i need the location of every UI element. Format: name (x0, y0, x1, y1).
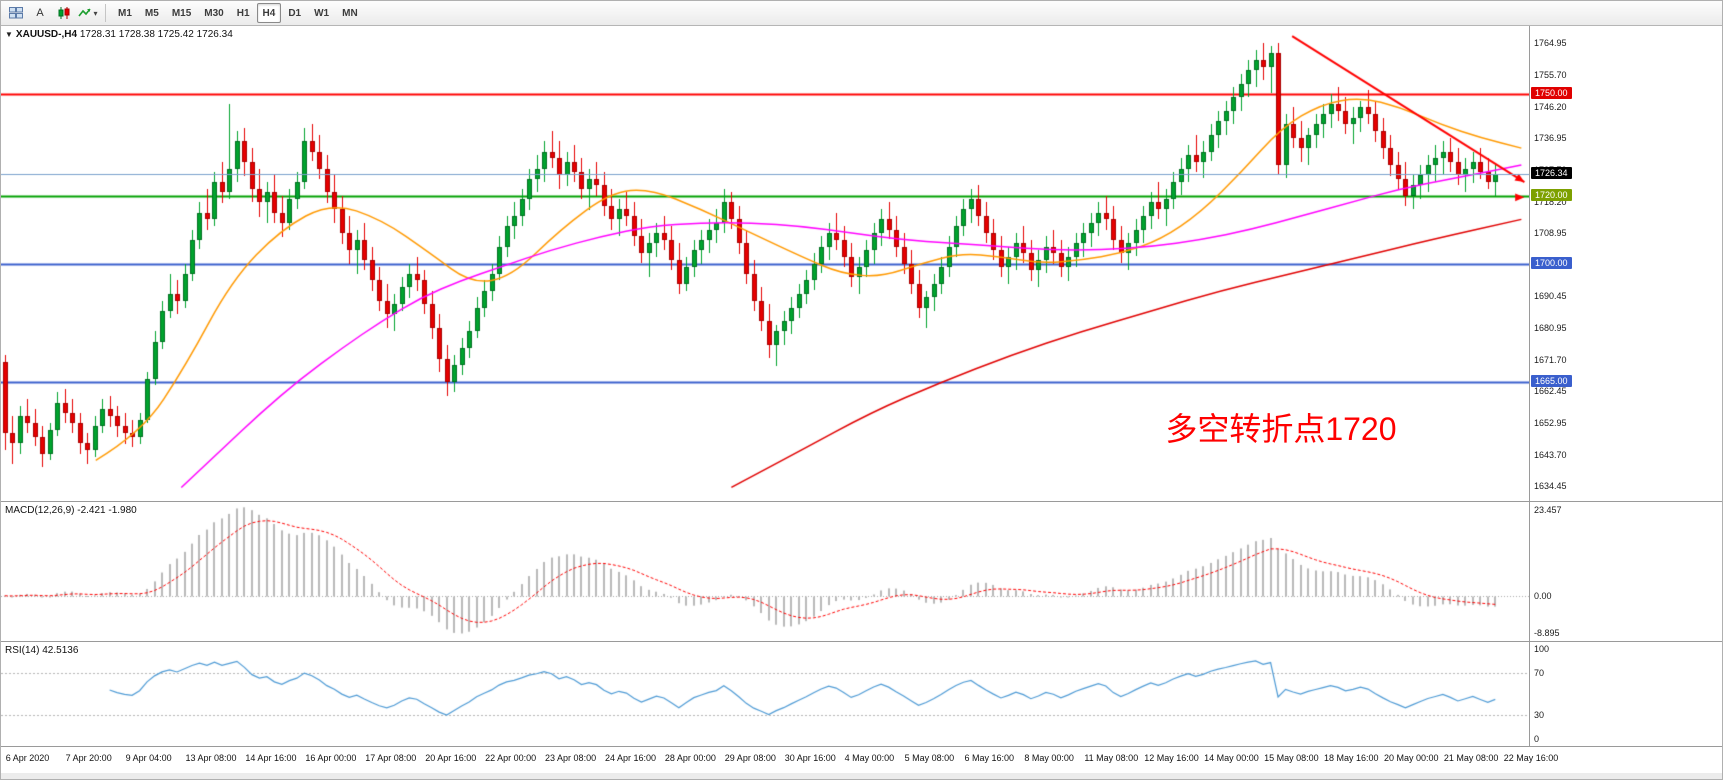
time-axis-label: 5 May 08:00 (904, 753, 955, 763)
timeframe-w1[interactable]: W1 (314, 7, 330, 19)
price-tick: 1755.70 (1534, 69, 1567, 80)
macd-scale[interactable]: 23.457 0.00 -8.895 (1529, 502, 1722, 641)
rsi-canvas[interactable] (1, 642, 1529, 746)
macd-scale-tick: -8.895 (1534, 628, 1560, 638)
symbol-name: XAUUSD-,H4 (15, 29, 78, 40)
timeframe-mn[interactable]: MN (342, 7, 358, 19)
price-tick: 1736.95 (1534, 133, 1567, 144)
time-axis-label: 22 Apr 00:00 (485, 753, 537, 763)
ohlc-values: 1728.31 1728.38 1725.42 1726.34 (79, 29, 233, 40)
price-badge: 1665.00 (1531, 375, 1572, 388)
timeframe-h1[interactable]: H1 (236, 7, 250, 19)
rsi-scale-tick: 30 (1534, 709, 1545, 720)
time-axis-label: 18 May 16:00 (1324, 753, 1379, 763)
price-tick: 1746.20 (1534, 101, 1567, 112)
macd-canvas[interactable] (1, 502, 1529, 641)
dropdown-caret-icon: ▾ (93, 8, 98, 18)
time-axis-label: 14 Apr 16:00 (245, 753, 297, 763)
macd-panel: MACD(12,26,9) -2.421 -1.980 23.457 0.00 -8… (1, 501, 1722, 641)
price-scale[interactable]: 1764.951755.701746.201736.951727.701718.… (1529, 26, 1722, 501)
time-axis-label: 28 Apr 00:00 (664, 753, 716, 763)
time-axis-label: 20 May 00:00 (1383, 753, 1439, 763)
time-axis-label: 15 May 08:00 (1264, 753, 1319, 763)
time-axis-label: 6 May 16:00 (964, 753, 1015, 763)
time-axis-label: 4 May 00:00 (844, 753, 895, 763)
price-tick: 1764.95 (1534, 38, 1567, 49)
text-tool-label: A (36, 7, 44, 19)
rsi-scale-tick: 100 (1534, 644, 1550, 654)
time-axis-label: 8 May 00:00 (1024, 753, 1074, 763)
price-tick: 1652.95 (1534, 418, 1567, 429)
arrows-icon (78, 7, 92, 20)
toolbar-separator (105, 4, 106, 22)
time-axis-label: 16 Apr 00:00 (305, 753, 357, 763)
candlestick-icon (57, 6, 71, 20)
macd-scale-tick: 0.00 (1534, 590, 1552, 601)
time-axis-label: 11 May 08:00 (1084, 753, 1139, 763)
price-tick: 1690.45 (1534, 290, 1567, 301)
price-tick: 1662.45 (1534, 385, 1567, 396)
macd-label: MACD(12,26,9) -2.421 -1.980 (5, 505, 137, 516)
time-axis-label: 12 May 16:00 (1144, 753, 1199, 763)
time-axis[interactable]: 6 Apr 2020 7 Apr 20:00 9 Apr 04:00 13 Apr 0… (1, 746, 1722, 773)
price-tick: 1718.20 (1534, 196, 1567, 207)
timeframe-h4[interactable]: H4 (256, 3, 282, 23)
time-axis-label: 23 Apr 08:00 (545, 753, 597, 763)
time-axis-label: 30 Apr 16:00 (784, 753, 836, 763)
chart-type-button[interactable] (53, 3, 75, 23)
time-axis-label: 21 May 08:00 (1443, 753, 1499, 763)
time-axis-label: 17 Apr 08:00 (365, 753, 417, 763)
macd-scale-tick: 23.457 (1534, 505, 1562, 515)
time-axis-label: 13 Apr 08:00 (185, 753, 237, 763)
timeframe-group: M1 M5 M15 M30 H1 H4 D1 W1 MN (112, 3, 364, 23)
timeframe-m15[interactable]: M15 (171, 7, 192, 19)
time-axis-label: 29 Apr 08:00 (724, 753, 776, 763)
price-badge: 1700.00 (1531, 256, 1572, 269)
price-tick: 1680.95 (1534, 323, 1567, 334)
rsi-scale-tick: 70 (1534, 668, 1545, 679)
bottom-strip (1, 773, 1722, 779)
rsi-scale[interactable]: 100 70 30 0 (1529, 642, 1722, 746)
time-axis-label: 14 May 00:00 (1204, 753, 1259, 763)
price-tick: 1671.70 (1534, 354, 1567, 365)
rsi-scale-tick: 0 (1534, 734, 1540, 744)
time-axis-label: 7 Apr 20:00 (65, 753, 112, 763)
price-badge: 1750.00 (1531, 86, 1572, 99)
time-axis-label: 22 May 16:00 (1503, 753, 1559, 763)
chart-text-annotation[interactable]: 多空转折点1720 (1165, 411, 1397, 448)
time-axis-label: 6 Apr 2020 (5, 753, 50, 763)
toolbar: A ▾ M1 M5 M15 M30 H1 H4 D1 W1 MN (1, 1, 1722, 26)
symbol-collapse-icon[interactable]: ▼ (5, 30, 13, 39)
time-axis-label: 9 Apr 04:00 (125, 753, 172, 763)
price-badge: 1720.00 (1531, 188, 1572, 201)
time-axis-label: 24 Apr 16:00 (604, 753, 656, 763)
price-badge: 1726.34 (1531, 167, 1572, 180)
main-chart-canvas[interactable] (1, 26, 1529, 501)
price-tick: 1708.95 (1534, 228, 1567, 239)
indicators-button[interactable]: ▾ (77, 3, 99, 23)
main-chart-panel: ▼ XAUUSD-,H4 1728.31 1728.38 1725.42 1726… (1, 26, 1722, 501)
time-labels: 6 Apr 2020 7 Apr 20:00 9 Apr 04:00 13 Apr 0… (1, 747, 1559, 773)
price-tick: 1643.70 (1534, 449, 1567, 460)
timeframe-m5[interactable]: M5 (144, 7, 159, 19)
text-tool-button[interactable]: A (29, 3, 51, 23)
time-axis-label: 20 Apr 16:00 (425, 753, 477, 763)
timeframe-m1[interactable]: M1 (118, 7, 132, 19)
price-tick: 1634.45 (1534, 480, 1567, 491)
rsi-label: RSI(14) 42.5136 (5, 645, 79, 656)
chart-title: ▼ XAUUSD-,H4 1728.31 1728.38 1725.42 1726… (5, 29, 233, 40)
timeframe-m30[interactable]: M30 (204, 7, 224, 19)
rsi-panel: RSI(14) 42.5136 100 70 30 0 (1, 641, 1722, 746)
grid-icon (9, 7, 23, 19)
charts-grid-button[interactable] (5, 3, 27, 23)
timeframe-d1[interactable]: D1 (288, 7, 302, 19)
